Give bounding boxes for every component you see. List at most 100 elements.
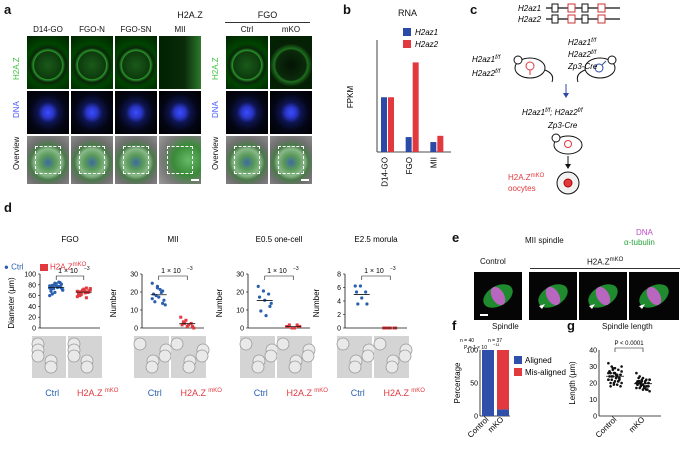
b-bar-H2az1-D14-GO xyxy=(381,97,387,152)
oocyte-label-1: H2A.Z xyxy=(508,173,531,182)
offspring-mouse-icon xyxy=(551,133,583,155)
b-bar-H2az1-MII xyxy=(430,142,437,152)
panel-letter-c: c xyxy=(470,2,478,17)
row-label-overview-2: Overview xyxy=(211,136,220,170)
overview-image-5 xyxy=(270,136,312,184)
d-yticklabel-0-1: 80 xyxy=(28,282,36,289)
d-point-ctrl-2-8 xyxy=(269,301,273,305)
g-pval: P < 0.0001 xyxy=(614,341,644,347)
zoom-box xyxy=(234,146,260,174)
zoom-box xyxy=(123,146,149,174)
d-point-ctrl-0-24 xyxy=(58,285,62,289)
d-title-0: FGO xyxy=(61,235,78,244)
d-xlabel-ctrl-3: Ctrl xyxy=(351,388,365,398)
svg-text:H2az1f/f: H2az1f/f xyxy=(568,38,597,47)
b-bar-H2az2-MII xyxy=(437,135,444,152)
f-ytick-2: 0 xyxy=(474,414,478,421)
row-label-dna-2: DNA xyxy=(211,101,220,118)
d-dic-cell-2-0-3 xyxy=(251,360,265,374)
spindle-scale-bar xyxy=(480,314,488,316)
g-point-0-39 xyxy=(607,371,610,375)
g-point-0-2 xyxy=(613,366,617,370)
d-yticklabel-2-2: 10 xyxy=(236,308,244,315)
svg-text:H2A.ZmKO: H2A.ZmKO xyxy=(508,173,545,182)
d-yticklabel-3-4: 0 xyxy=(337,326,341,333)
gene-label-2: H2az2 xyxy=(518,15,542,24)
legend-ctrl-marker: ● xyxy=(4,262,9,272)
row-label-dna: DNA xyxy=(12,101,21,118)
g-point-0-3 xyxy=(617,368,620,372)
f-ytick-0: 100 xyxy=(466,348,478,355)
b-xtick-1: FGO xyxy=(405,157,414,174)
g-point-0-32 xyxy=(612,381,616,385)
d-dic-cell-3-0-3 xyxy=(348,360,362,374)
f-n-ctrl: n = 40 xyxy=(460,338,474,344)
d-title-1: MII xyxy=(167,235,178,244)
b-legend-label-0: H2az1 xyxy=(415,28,438,37)
d-xlabel-mko-sup-2: mKO xyxy=(314,388,328,394)
g-bracket xyxy=(614,347,644,352)
d-point-ctrl-1-11 xyxy=(150,297,154,301)
b-legend-swatch-1 xyxy=(403,40,411,48)
g-xlabel-0: Control xyxy=(594,415,619,440)
d-pval-sup-1: −3 xyxy=(187,266,193,272)
d-yticklabel-1-0: 30 xyxy=(130,272,138,279)
d-dic-cell-0-0-3 xyxy=(44,360,58,374)
misaligned-arrow-2 xyxy=(589,304,595,309)
f-legend-swatch-1 xyxy=(514,368,522,376)
offspring-2: H2az2 xyxy=(555,108,579,117)
overview-image-4 xyxy=(226,136,268,184)
d-title-2: E0.5 one-cell xyxy=(256,235,303,244)
f-pval: P = 1 × 10 xyxy=(464,345,487,351)
row-label-h2az-2: H2A.Z xyxy=(211,57,220,80)
female-sup-1: f/f xyxy=(495,55,501,61)
d-point-mko-1-6 xyxy=(181,320,185,324)
d-point-ctrl-0-22 xyxy=(48,286,52,290)
g-point-1-33 xyxy=(643,386,647,390)
d-point-mko-0-10 xyxy=(84,286,88,290)
zoom-box xyxy=(35,146,61,174)
g-point-0-31 xyxy=(609,385,612,388)
d-plot-2: E0.5 one-cell Number 30 20 10 0 1 × 10 −3 Ctrl H2… xyxy=(215,235,328,398)
d-dic-cell-3-0-0 xyxy=(336,337,350,351)
male-mouse-icon xyxy=(576,55,617,83)
b-legend-swatch-0 xyxy=(403,28,411,36)
panel-e-label-control: Control xyxy=(480,257,506,266)
d-dic-cell-3-0-4 xyxy=(361,349,375,363)
spindle-dna-3 xyxy=(646,286,662,306)
d-dic-cell-3-1-4 xyxy=(398,349,412,363)
row-label-h2az: H2A.Z xyxy=(12,57,21,80)
d-pval-0: 1 × 10 xyxy=(58,268,78,275)
h2az-image-3 xyxy=(159,36,201,89)
f-ylabel: Percentage xyxy=(453,362,462,403)
overview-image-3 xyxy=(159,136,201,184)
female-geno-1: H2az1 xyxy=(472,55,495,64)
d-pval-sup-3: −3 xyxy=(390,266,396,272)
svg-text:H2az1f/f; H2az2f/f: H2az1f/f; H2az2f/f xyxy=(522,108,584,117)
d-point-mko-0-21 xyxy=(84,296,88,300)
g-point-0-36 xyxy=(611,366,615,370)
d-yticklabel-3-0: 8 xyxy=(337,272,341,279)
d-xlabel-mko-sup-3: mKO xyxy=(411,388,425,394)
spindle-dna-1 xyxy=(545,286,561,306)
d-point-ctrl-0-25 xyxy=(49,289,53,293)
d-point-ctrl-0-23 xyxy=(53,281,57,285)
d-dic-cell-2-0-4 xyxy=(264,349,278,363)
g-ytick-1: 30 xyxy=(589,364,597,371)
d-point-mko-1-1 xyxy=(184,318,188,322)
spindle-dna-2 xyxy=(595,286,611,306)
d-xlabel-mko-2: H2A.Z xyxy=(287,388,313,398)
d-point-mko-1-0 xyxy=(179,315,183,319)
g-point-1-18 xyxy=(637,376,640,380)
oocyte-dish-icon xyxy=(556,171,580,195)
panel-letter-b: b xyxy=(343,2,351,17)
g-point-1-0 xyxy=(635,371,638,375)
svg-text:H2az2f/f: H2az2f/f xyxy=(568,50,597,59)
d-point-ctrl-3-0 xyxy=(353,284,357,288)
d-point-ctrl-1-7 xyxy=(158,287,162,292)
d-yticklabel-2-3: 0 xyxy=(240,326,244,333)
d-point-ctrl-0-17 xyxy=(50,292,54,296)
d-point-ctrl-3-2 xyxy=(364,290,368,294)
g-ylabel: Length (μm) xyxy=(568,361,577,405)
